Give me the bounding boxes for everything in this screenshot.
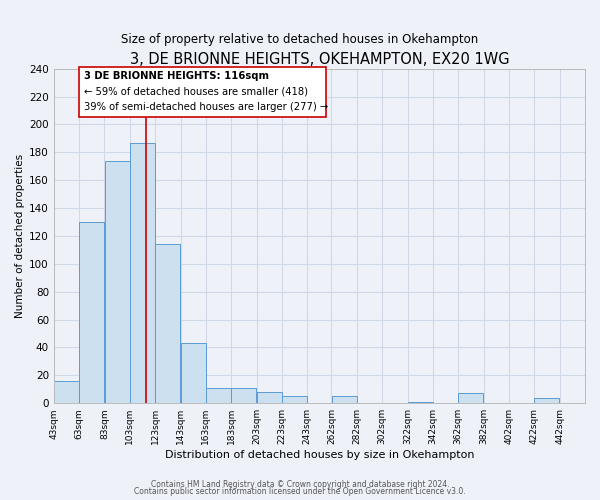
Text: Size of property relative to detached houses in Okehampton: Size of property relative to detached ho… (121, 32, 479, 46)
Text: ← 59% of detached houses are smaller (418): ← 59% of detached houses are smaller (41… (84, 87, 308, 97)
Bar (54, 381, 79, 403)
Bar (257, 392, 282, 403)
Bar (407, 402, 433, 403)
Bar (535, 398, 559, 403)
Text: 39% of semi-detached houses are larger (277) →: 39% of semi-detached houses are larger (… (84, 102, 328, 112)
Bar (155, 244, 181, 403)
Bar (282, 396, 307, 403)
Bar (79, 222, 104, 403)
Bar (181, 344, 206, 403)
Text: 3 DE BRIONNE HEIGHTS: 116sqm: 3 DE BRIONNE HEIGHTS: 116sqm (84, 72, 269, 82)
Y-axis label: Number of detached properties: Number of detached properties (15, 154, 25, 318)
Bar (79, 68, 326, 117)
Bar (206, 388, 231, 403)
Bar (232, 388, 256, 403)
Bar (104, 160, 130, 403)
Text: Contains HM Land Registry data © Crown copyright and database right 2024.: Contains HM Land Registry data © Crown c… (151, 480, 449, 489)
Title: 3, DE BRIONNE HEIGHTS, OKEHAMPTON, EX20 1WG: 3, DE BRIONNE HEIGHTS, OKEHAMPTON, EX20 … (130, 52, 509, 68)
Bar (130, 142, 155, 403)
X-axis label: Distribution of detached houses by size in Okehampton: Distribution of detached houses by size … (164, 450, 474, 460)
Bar (458, 394, 484, 403)
Bar (332, 396, 356, 403)
Text: Contains public sector information licensed under the Open Government Licence v3: Contains public sector information licen… (134, 488, 466, 496)
